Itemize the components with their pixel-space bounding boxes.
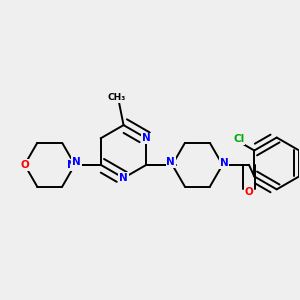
Text: N: N bbox=[220, 158, 228, 168]
Text: O: O bbox=[20, 160, 29, 170]
Text: Cl: Cl bbox=[233, 134, 244, 144]
Text: O: O bbox=[244, 187, 253, 197]
Text: N: N bbox=[67, 160, 76, 170]
Text: N: N bbox=[72, 157, 81, 167]
Text: N: N bbox=[166, 157, 175, 167]
Text: N: N bbox=[119, 173, 128, 183]
Text: N: N bbox=[142, 133, 151, 143]
Text: CH₃: CH₃ bbox=[108, 93, 126, 102]
